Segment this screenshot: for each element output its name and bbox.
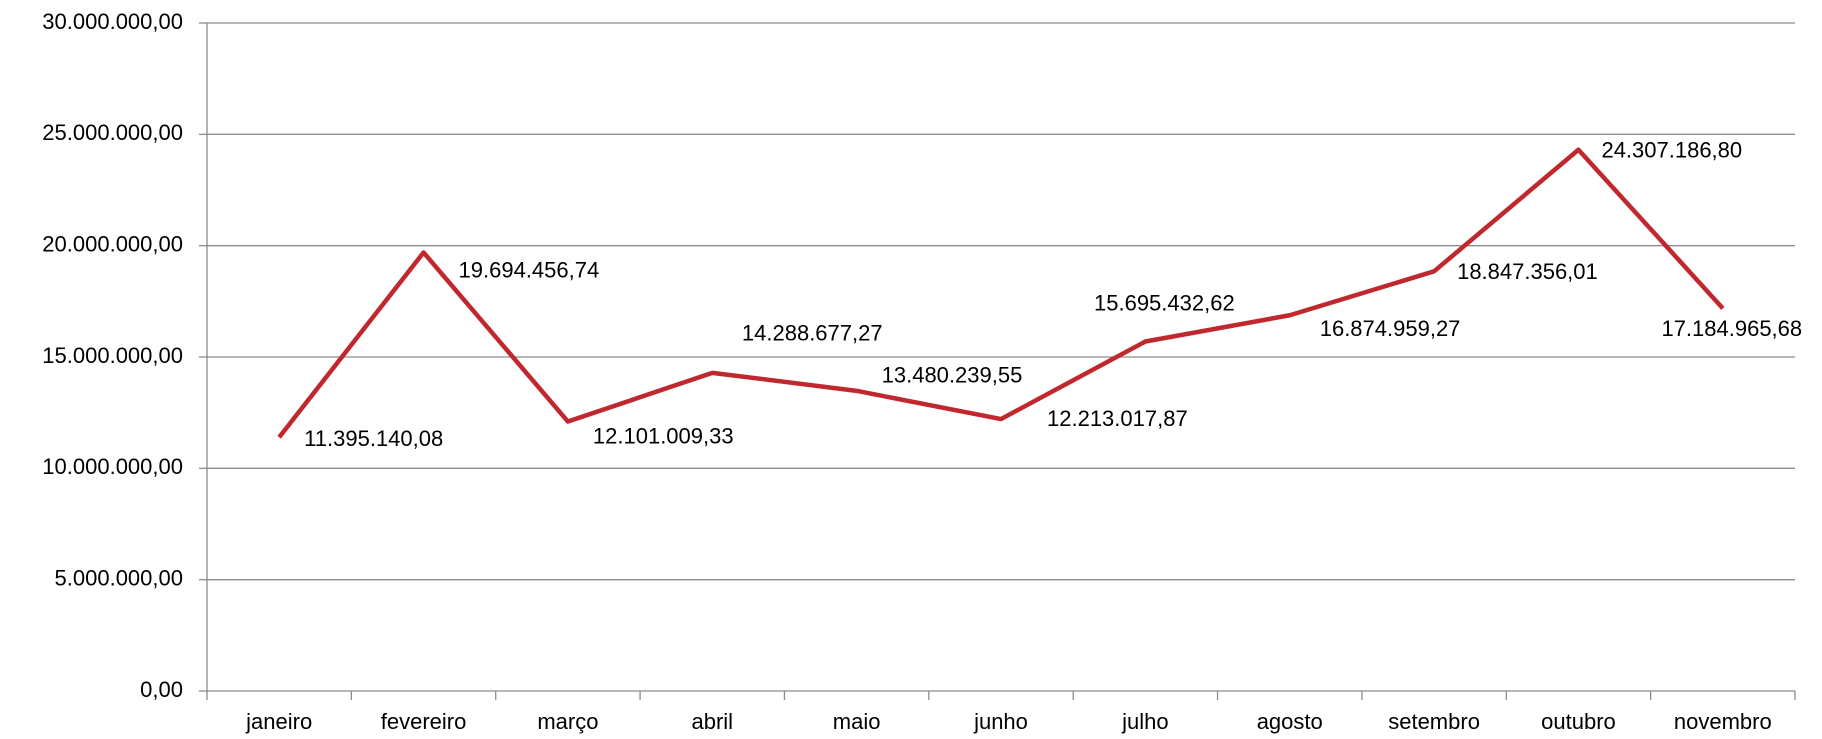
x-tick-label: agosto (1257, 709, 1323, 734)
y-tick-label: 30.000.000,00 (42, 9, 183, 34)
data-label: 13.480.239,55 (882, 363, 1023, 388)
data-label: 15.695.432,62 (1094, 290, 1235, 315)
y-tick-label: 5.000.000,00 (55, 565, 183, 590)
y-tick-label: 15.000.000,00 (42, 343, 183, 368)
x-tick-label: julho (1121, 709, 1168, 734)
data-label: 16.874.959,27 (1320, 316, 1461, 341)
data-label: 18.847.356,01 (1457, 259, 1598, 284)
x-tick-label: setembro (1388, 709, 1480, 734)
y-tick-label: 25.000.000,00 (42, 120, 183, 145)
data-label: 12.101.009,33 (593, 423, 734, 448)
y-tick-label: 10.000.000,00 (42, 454, 183, 479)
data-label: 11.395.140,08 (304, 426, 443, 451)
x-tick-label: março (537, 709, 598, 734)
data-label: 14.288.677,27 (742, 321, 883, 346)
data-label: 17.184.965,68 (1661, 316, 1802, 341)
y-tick-label: 0,00 (140, 677, 183, 702)
data-line (277, 147, 1725, 439)
x-tick-label: fevereiro (381, 709, 467, 734)
x-tick-label: outubro (1541, 709, 1616, 734)
data-label: 12.213.017,87 (1047, 406, 1188, 431)
data-label: 24.307.186,80 (1601, 138, 1742, 163)
y-tick-label: 20.000.000,00 (42, 231, 183, 256)
x-tick-label: maio (833, 709, 881, 734)
x-tick-label: novembro (1674, 709, 1772, 734)
x-tick-label: junho (973, 709, 1028, 734)
x-tick-label: abril (691, 709, 733, 734)
data-label: 19.694.456,74 (459, 257, 600, 282)
x-tick-label: janeiro (245, 709, 312, 734)
